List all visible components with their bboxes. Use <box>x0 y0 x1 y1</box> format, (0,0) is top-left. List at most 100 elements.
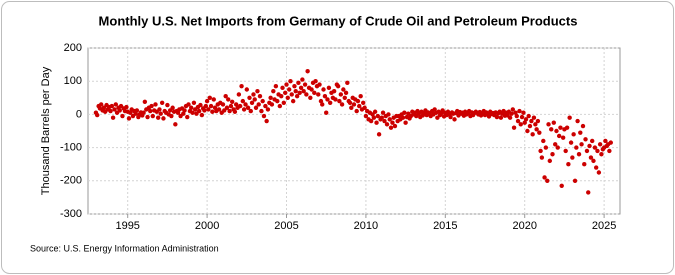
data-point <box>159 100 165 105</box>
data-point <box>375 113 381 119</box>
y-axis-title: Thousand Barrels per Day <box>40 66 52 195</box>
data-point <box>285 95 290 101</box>
data-point <box>292 83 297 89</box>
data-point <box>547 158 553 164</box>
data-point <box>226 97 231 102</box>
data-point <box>317 82 322 87</box>
data-point <box>223 93 228 99</box>
data-point <box>141 110 146 115</box>
data-point <box>533 122 538 127</box>
data-point <box>261 113 267 119</box>
data-point <box>227 108 232 114</box>
data-point <box>287 87 292 92</box>
data-point <box>211 97 216 102</box>
data-point <box>198 102 203 108</box>
data-point <box>575 118 580 124</box>
data-point <box>579 142 584 147</box>
data-point <box>392 123 398 129</box>
data-point <box>568 140 574 145</box>
data-point <box>256 102 261 107</box>
data-point <box>563 148 568 154</box>
data-point <box>284 82 289 87</box>
data-point <box>525 128 530 134</box>
data-point <box>158 111 163 116</box>
data-point <box>142 99 148 104</box>
data-point <box>236 92 242 97</box>
data-point <box>133 111 138 116</box>
data-point <box>583 137 588 142</box>
data-point <box>124 104 129 110</box>
data-point <box>271 88 276 94</box>
data-point <box>592 145 598 150</box>
y-tick-label: 100 <box>64 75 82 87</box>
data-point <box>591 158 596 164</box>
chart-title: Monthly U.S. Net Imports from Germany of… <box>99 13 578 28</box>
data-point <box>202 108 207 113</box>
data-point <box>529 118 534 124</box>
data-point <box>543 145 549 150</box>
data-point <box>108 108 113 114</box>
data-point <box>253 105 259 110</box>
data-point <box>301 88 306 94</box>
data-point <box>255 88 260 94</box>
data-point <box>538 148 543 154</box>
x-tick-label: 2000 <box>195 220 219 232</box>
data-point <box>326 85 332 91</box>
data-point <box>372 109 378 114</box>
data-point <box>357 103 362 109</box>
data-point <box>194 111 199 116</box>
data-point <box>305 69 310 74</box>
data-point <box>551 120 556 125</box>
data-point <box>208 103 214 109</box>
data-point <box>546 122 551 127</box>
data-point <box>559 183 564 188</box>
x-tick-label: 2025 <box>592 220 616 232</box>
data-point <box>165 102 170 108</box>
data-point <box>403 120 408 125</box>
data-point <box>355 98 361 104</box>
data-point <box>149 103 154 109</box>
data-point <box>117 108 122 113</box>
data-point <box>566 162 571 167</box>
data-point <box>349 105 354 110</box>
data-point <box>199 112 205 118</box>
data-point <box>290 98 296 104</box>
data-point <box>279 93 284 99</box>
data-point <box>175 110 181 115</box>
data-point <box>555 145 560 150</box>
data-point <box>120 113 125 119</box>
data-point <box>387 117 392 122</box>
data-point <box>148 108 153 114</box>
data-point <box>511 125 517 130</box>
data-point <box>281 100 287 105</box>
data-point <box>145 114 150 120</box>
data-point <box>448 114 453 120</box>
data-point <box>567 115 572 120</box>
data-point <box>582 162 587 167</box>
data-point <box>530 132 535 137</box>
data-point <box>560 135 566 140</box>
data-point <box>304 92 309 97</box>
data-point <box>526 113 531 119</box>
data-point <box>302 82 308 87</box>
data-point <box>534 127 539 132</box>
data-point <box>206 107 211 112</box>
data-point <box>316 92 321 97</box>
data-point <box>574 145 579 150</box>
data-point <box>341 87 346 92</box>
data-point <box>342 95 347 101</box>
data-point <box>531 115 537 120</box>
data-point <box>510 107 516 112</box>
data-point <box>376 132 382 137</box>
data-point <box>545 178 550 183</box>
data-point <box>181 111 186 116</box>
data-point <box>313 79 318 84</box>
data-point <box>325 97 330 102</box>
data-point <box>294 93 300 99</box>
data-point <box>597 142 603 147</box>
data-point <box>128 110 133 115</box>
data-point <box>586 190 591 195</box>
data-point <box>321 87 326 92</box>
